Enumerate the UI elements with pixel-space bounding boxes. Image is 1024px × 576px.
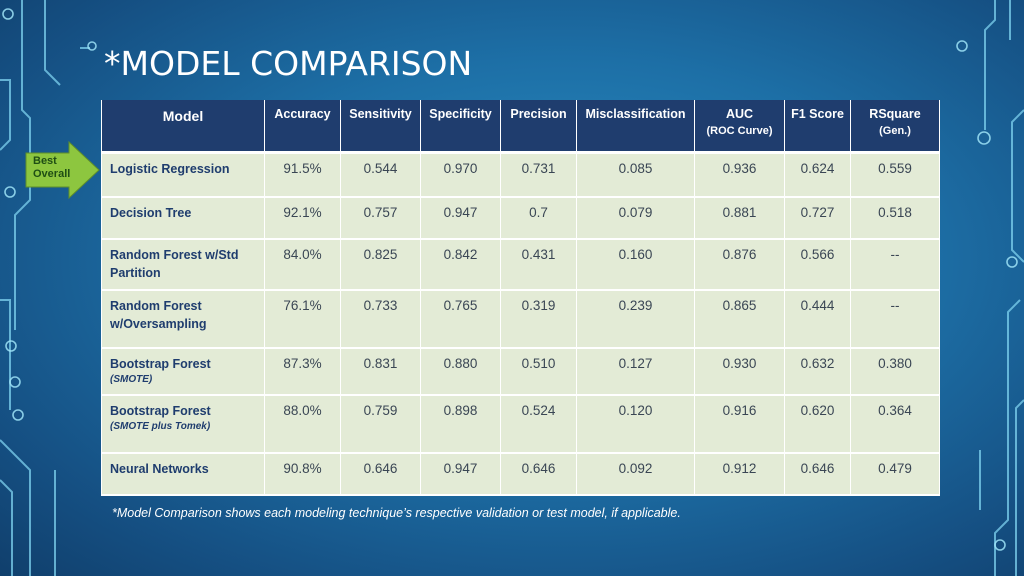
- cell-auc: 0.930: [694, 348, 785, 396]
- table-row: Neural Networks 90.8% 0.646 0.947 0.646 …: [101, 453, 940, 496]
- cell-sensitivity: 0.759: [340, 395, 421, 454]
- cell-rsquare: 0.380: [850, 348, 940, 396]
- cell-model: Random Forest w/Std Partition: [101, 239, 265, 291]
- header-precision: Precision: [500, 100, 577, 154]
- cell-misclassification: 0.079: [576, 197, 695, 240]
- cell-precision: 0.646: [500, 453, 577, 496]
- cell-misclassification: 0.120: [576, 395, 695, 454]
- table-row: Random Forest w/Std Partition 84.0% 0.82…: [101, 239, 940, 291]
- table-row: Bootstrap Forest (SMOTE) 87.3% 0.831 0.8…: [101, 348, 940, 396]
- cell-model: Decision Tree: [101, 197, 265, 240]
- cell-specificity: 0.947: [420, 197, 501, 240]
- badge-label: Best Overall: [33, 155, 71, 180]
- header-f1-score: F1 Score: [784, 100, 851, 154]
- header-rsquare: RSquare (Gen.): [850, 100, 940, 154]
- footnote: *Model Comparison shows each modeling te…: [112, 506, 681, 520]
- header-auc: AUC (ROC Curve): [694, 100, 785, 154]
- cell-f1: 0.646: [784, 453, 851, 496]
- cell-model: Neural Networks: [101, 453, 265, 496]
- cell-specificity: 0.898: [420, 395, 501, 454]
- cell-f1: 0.727: [784, 197, 851, 240]
- header-sensitivity: Sensitivity: [340, 100, 421, 154]
- header-misclassification: Misclassification: [576, 100, 695, 154]
- header-specificity: Specificity: [420, 100, 501, 154]
- page-title: *MODEL COMPARISON: [104, 44, 473, 83]
- cell-model: Logistic Regression: [101, 152, 265, 198]
- cell-accuracy: 88.0%: [264, 395, 341, 454]
- cell-precision: 0.510: [500, 348, 577, 396]
- cell-model: Bootstrap Forest (SMOTE plus Tomek): [101, 395, 265, 454]
- cell-accuracy: 84.0%: [264, 239, 341, 291]
- cell-model: Bootstrap Forest (SMOTE): [101, 348, 265, 396]
- table-row: Random Forest w/Oversampling 76.1% 0.733…: [101, 290, 940, 349]
- right-arrow-icon: [25, 141, 100, 199]
- cell-model: Random Forest w/Oversampling: [101, 290, 265, 349]
- cell-rsquare: 0.364: [850, 395, 940, 454]
- cell-rsquare: --: [850, 290, 940, 349]
- cell-sensitivity: 0.733: [340, 290, 421, 349]
- model-note: (SMOTE): [110, 374, 153, 385]
- cell-specificity: 0.947: [420, 453, 501, 496]
- best-overall-badge: Best Overall: [25, 141, 100, 199]
- model-note: (SMOTE plus Tomek): [110, 421, 211, 432]
- cell-sensitivity: 0.544: [340, 152, 421, 198]
- cell-f1: 0.620: [784, 395, 851, 454]
- cell-misclassification: 0.160: [576, 239, 695, 291]
- cell-accuracy: 76.1%: [264, 290, 341, 349]
- cell-rsquare: --: [850, 239, 940, 291]
- cell-specificity: 0.765: [420, 290, 501, 349]
- cell-precision: 0.431: [500, 239, 577, 291]
- cell-misclassification: 0.085: [576, 152, 695, 198]
- cell-sensitivity: 0.646: [340, 453, 421, 496]
- cell-precision: 0.7: [500, 197, 577, 240]
- cell-precision: 0.524: [500, 395, 577, 454]
- cell-precision: 0.319: [500, 290, 577, 349]
- cell-specificity: 0.842: [420, 239, 501, 291]
- cell-specificity: 0.970: [420, 152, 501, 198]
- cell-accuracy: 90.8%: [264, 453, 341, 496]
- cell-auc: 0.865: [694, 290, 785, 349]
- cell-f1: 0.566: [784, 239, 851, 291]
- cell-auc: 0.936: [694, 152, 785, 198]
- cell-accuracy: 92.1%: [264, 197, 341, 240]
- cell-precision: 0.731: [500, 152, 577, 198]
- cell-auc: 0.881: [694, 197, 785, 240]
- table-row: Bootstrap Forest (SMOTE plus Tomek) 88.0…: [101, 395, 940, 454]
- cell-misclassification: 0.092: [576, 453, 695, 496]
- cell-accuracy: 87.3%: [264, 348, 341, 396]
- cell-rsquare: 0.479: [850, 453, 940, 496]
- cell-sensitivity: 0.831: [340, 348, 421, 396]
- cell-sensitivity: 0.825: [340, 239, 421, 291]
- cell-misclassification: 0.127: [576, 348, 695, 396]
- table-row: Decision Tree 92.1% 0.757 0.947 0.7 0.07…: [101, 197, 940, 240]
- table-header-row: Model Accuracy Sensitivity Specificity P…: [101, 100, 940, 154]
- cell-f1: 0.624: [784, 152, 851, 198]
- cell-specificity: 0.880: [420, 348, 501, 396]
- cell-rsquare: 0.559: [850, 152, 940, 198]
- header-model: Model: [101, 100, 265, 154]
- table-row: Logistic Regression 91.5% 0.544 0.970 0.…: [101, 152, 940, 198]
- cell-auc: 0.916: [694, 395, 785, 454]
- cell-f1: 0.632: [784, 348, 851, 396]
- header-accuracy: Accuracy: [264, 100, 341, 154]
- cell-f1: 0.444: [784, 290, 851, 349]
- cell-misclassification: 0.239: [576, 290, 695, 349]
- cell-auc: 0.912: [694, 453, 785, 496]
- model-comparison-table: Model Accuracy Sensitivity Specificity P…: [101, 100, 940, 496]
- cell-accuracy: 91.5%: [264, 152, 341, 198]
- cell-rsquare: 0.518: [850, 197, 940, 240]
- cell-sensitivity: 0.757: [340, 197, 421, 240]
- cell-auc: 0.876: [694, 239, 785, 291]
